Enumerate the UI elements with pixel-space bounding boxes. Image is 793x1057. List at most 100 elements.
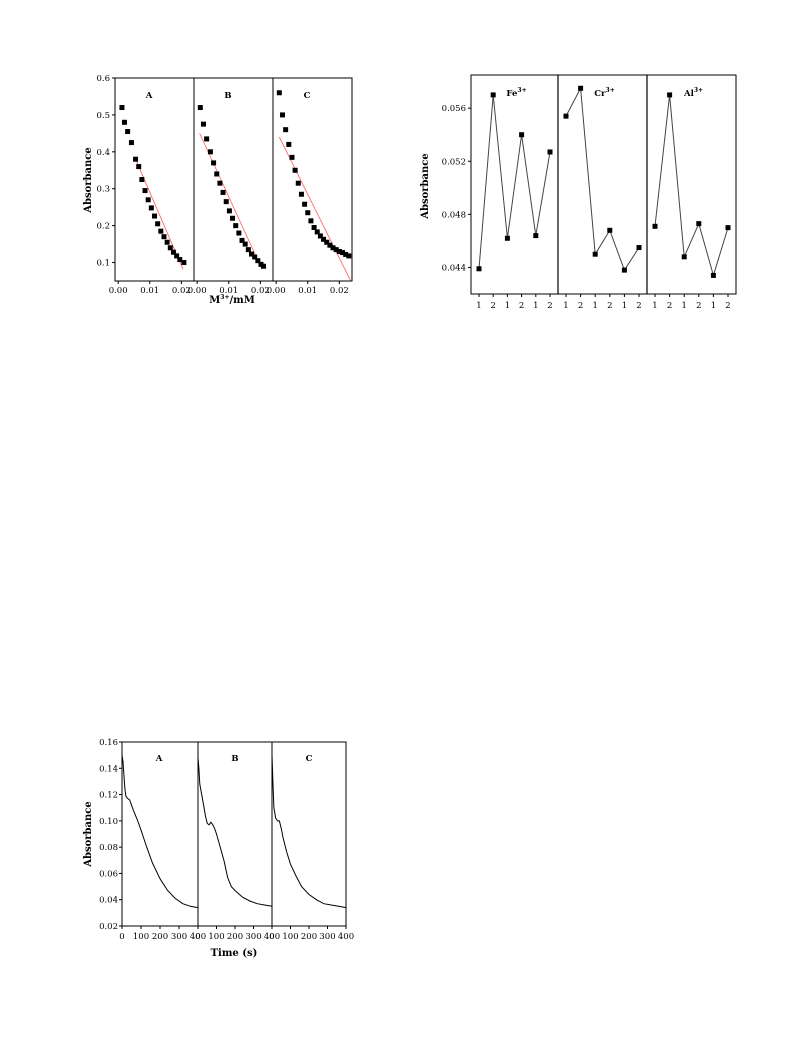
fig2-xtick-label: 2 <box>578 301 583 311</box>
fig2-xtick-label: 2 <box>490 301 495 311</box>
fig2-ylabel: Absorbance <box>420 153 431 220</box>
fig1-panel-label: B <box>224 91 231 101</box>
fig3-xtick-label: 300 <box>245 932 261 942</box>
fig2-data-point <box>547 149 553 155</box>
fig1-data-point <box>125 129 131 135</box>
fig2-ytick-label: 0.056 <box>442 104 466 114</box>
fig3-ytick-label: 0.16 <box>99 738 118 748</box>
fig1-data-point <box>223 199 229 205</box>
fig1-data-point <box>333 247 339 253</box>
fig1-data-point <box>174 253 180 259</box>
fig2-xtick-label: 1 <box>622 301 627 311</box>
fig1-data-point <box>321 236 327 242</box>
fig3-ytick-label: 0.10 <box>99 817 118 827</box>
fig1-ytick-label: 0.2 <box>96 222 110 232</box>
fig3-ytick-label: 0.02 <box>99 922 118 932</box>
fig2-data-point <box>725 225 731 231</box>
fig1-data-point <box>236 230 242 236</box>
fig1-data-point <box>279 112 285 118</box>
fig1-data-point <box>197 105 203 111</box>
fig2-series-segment <box>565 88 582 117</box>
fig1-data-point <box>340 250 346 256</box>
fig2-xtick-label: 1 <box>505 301 510 311</box>
fig1-data-point <box>289 154 295 160</box>
fig3-xtick-label: 400 <box>190 932 206 942</box>
fig1-data-point <box>204 136 210 142</box>
fig1-xtick-label: 0.02 <box>330 286 349 296</box>
fig2-xtick-label: 2 <box>519 301 524 311</box>
fig2-series-segment <box>535 151 551 236</box>
fig2-data-point <box>652 223 658 229</box>
fig2-data-point <box>710 272 716 278</box>
fig2-series-segment <box>654 94 671 227</box>
fig1-data-point <box>181 260 187 266</box>
fig1-data-point <box>317 233 323 239</box>
fig2-series-segment <box>478 94 494 269</box>
fig3-ytick-label: 0.14 <box>99 764 118 774</box>
fig3-xtick-label: 300 <box>171 932 187 942</box>
fig3-xlabel: Time (s) <box>211 948 258 959</box>
fig2-xtick-label: 1 <box>592 301 597 311</box>
fig3-ytick-label: 0.04 <box>99 896 118 906</box>
fig1-xtick-label: 0.00 <box>267 286 286 296</box>
fig1-xtick-label: 0.00 <box>188 286 207 296</box>
fig1-data-point <box>261 263 267 269</box>
fig2-ytick-label: 0.044 <box>442 263 466 273</box>
fig3-ytick-label: 0.08 <box>99 843 118 853</box>
fig1-data-point <box>346 253 352 259</box>
fig2-frame <box>470 74 737 295</box>
fig1-xtick-label: 0.01 <box>298 286 317 296</box>
fig2-series-segment <box>492 94 508 239</box>
fig1-ytick-label: 0.4 <box>96 148 110 158</box>
fig1-data-point <box>286 141 292 147</box>
fig1-data-point <box>305 210 311 216</box>
fig2-data-point <box>519 132 525 138</box>
fig1-data-point <box>336 248 342 254</box>
fig2-xtick-label: 2 <box>607 301 612 311</box>
fig1-data-point <box>311 224 317 230</box>
fig3-xtick-label: 0 <box>195 932 200 942</box>
fig2-data-point <box>607 227 613 233</box>
fig1-data-point <box>139 177 145 182</box>
fig2-data-point <box>476 266 482 272</box>
fig1-data-point <box>152 213 157 219</box>
fig2-ytick-label: 0.048 <box>442 210 466 220</box>
fig1-data-point <box>308 218 314 224</box>
fig2-data-point <box>621 267 627 273</box>
fig2-series-segment <box>506 134 523 239</box>
fig3-xtick-label: 400 <box>338 932 354 942</box>
fig1-data-point <box>226 208 232 214</box>
fig1-data-point <box>177 257 183 263</box>
fig1-panel-label: A <box>145 91 153 101</box>
fig1-data-point <box>214 171 220 177</box>
fig3-ylabel: Absorbance <box>83 801 94 868</box>
fig2-data-point <box>636 245 642 251</box>
fig1-data-point <box>142 188 148 194</box>
fig2-xtick-label: 1 <box>476 301 481 311</box>
fig3-frame <box>121 741 347 927</box>
fig3-series-line <box>121 755 199 909</box>
fig2-series-segment <box>521 134 537 236</box>
fig1-panel-label: C <box>304 91 311 101</box>
fig2-data-point <box>681 254 687 260</box>
fig1-data-point <box>164 239 170 245</box>
fig2-xtick-label: 2 <box>725 301 730 311</box>
fig1-data-point <box>249 251 255 257</box>
fig1-data-point <box>295 180 301 186</box>
fig1-data-point <box>283 127 289 133</box>
fig3-xtick-label: 100 <box>282 932 298 942</box>
fig1-data-point <box>136 164 142 170</box>
fig1-data-point <box>119 105 125 111</box>
fig1-ytick-label: 0.5 <box>96 111 110 121</box>
fig1-ytick-label: 0.1 <box>96 259 110 269</box>
fig3-panel-label: B <box>231 754 238 764</box>
fig2-xtick-label: 1 <box>533 301 538 311</box>
fig3-panel-label: A <box>155 754 163 764</box>
fig1-data-point <box>161 234 167 240</box>
fig1-data-point <box>276 90 282 96</box>
fig1-data-point <box>314 229 320 235</box>
fig2-series-segment <box>594 230 611 255</box>
fig2-data-point <box>578 85 584 91</box>
fig3-xtick-label: 400 <box>264 932 280 942</box>
fig2-series-segment <box>580 88 596 255</box>
